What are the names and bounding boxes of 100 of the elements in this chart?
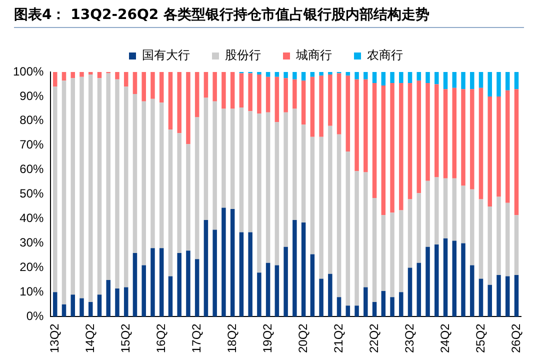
bar xyxy=(106,280,110,317)
bar xyxy=(328,126,332,274)
bar xyxy=(319,278,324,317)
bar xyxy=(132,72,138,94)
bar xyxy=(284,112,288,247)
bar xyxy=(124,86,128,288)
x-tick-label: 26Q2 xyxy=(508,323,523,354)
bar xyxy=(514,89,519,216)
bar xyxy=(319,76,324,137)
bar xyxy=(470,189,474,266)
bar xyxy=(443,178,448,238)
bar xyxy=(470,72,474,90)
bar xyxy=(257,74,262,114)
bar xyxy=(88,74,93,302)
bar xyxy=(177,253,182,317)
bar xyxy=(70,294,75,317)
bar xyxy=(257,272,262,317)
bar xyxy=(434,244,439,317)
bar xyxy=(488,96,492,207)
x-tick-label: 18Q2 xyxy=(224,323,239,354)
bar xyxy=(399,83,404,210)
bar xyxy=(399,72,404,84)
x-tick-label: 21Q2 xyxy=(331,323,346,354)
bar xyxy=(115,72,120,80)
bar xyxy=(142,72,146,102)
x-tick-label: 20Q2 xyxy=(296,323,310,354)
bar xyxy=(426,180,430,247)
bar xyxy=(426,72,430,84)
bar xyxy=(416,193,422,263)
x-tick-label: 23Q2 xyxy=(402,323,416,354)
bar xyxy=(274,265,280,317)
bar xyxy=(150,248,155,317)
bar xyxy=(80,72,84,77)
bar xyxy=(284,78,288,112)
bar xyxy=(97,72,102,78)
bar xyxy=(132,94,138,254)
bar xyxy=(222,208,226,317)
bar xyxy=(106,73,110,280)
bar xyxy=(364,287,368,317)
bar xyxy=(97,78,102,295)
y-tick-label: 50% xyxy=(20,186,44,201)
bar xyxy=(408,199,412,268)
bar xyxy=(328,74,332,126)
bar xyxy=(319,136,324,279)
y-tick-label: 30% xyxy=(20,236,44,250)
bar xyxy=(53,72,58,87)
bar xyxy=(150,72,155,99)
bar xyxy=(346,152,350,306)
bar xyxy=(505,202,510,276)
bar xyxy=(212,72,217,102)
bar xyxy=(488,72,492,96)
bar xyxy=(470,265,474,317)
bar xyxy=(310,136,315,254)
bar xyxy=(346,76,350,152)
bar xyxy=(354,79,359,172)
bar xyxy=(461,243,466,317)
bar xyxy=(310,76,315,137)
bar xyxy=(301,72,306,81)
bar xyxy=(390,72,394,84)
bar xyxy=(478,199,484,279)
bar xyxy=(124,287,128,317)
bar xyxy=(505,72,510,90)
bar xyxy=(194,72,200,118)
bar xyxy=(80,76,84,298)
bar xyxy=(470,89,474,190)
bar xyxy=(336,134,342,298)
bar xyxy=(488,284,492,317)
bar xyxy=(381,290,386,317)
bar xyxy=(443,72,448,90)
bar xyxy=(230,209,235,317)
bar xyxy=(461,89,466,186)
bar xyxy=(222,108,226,208)
y-tick-label: 60% xyxy=(20,162,44,176)
bar xyxy=(372,302,377,317)
bar xyxy=(381,72,386,86)
bar xyxy=(514,275,519,317)
bar xyxy=(132,253,138,317)
legend-label: 国有大行 xyxy=(142,48,190,62)
bar xyxy=(416,80,422,194)
bar xyxy=(346,306,350,317)
bar xyxy=(212,230,217,317)
bar xyxy=(364,172,368,288)
bar xyxy=(496,196,501,276)
bar xyxy=(266,72,270,77)
bar xyxy=(53,292,58,317)
y-tick-label: 100% xyxy=(12,64,44,78)
bar xyxy=(452,240,457,317)
bar xyxy=(292,108,297,220)
bar xyxy=(186,144,190,251)
bar xyxy=(274,76,280,122)
bar xyxy=(381,215,386,291)
bar xyxy=(364,72,368,80)
bar xyxy=(390,297,394,317)
bar xyxy=(310,72,315,77)
bar xyxy=(177,133,182,254)
bar xyxy=(336,73,342,134)
bar xyxy=(461,186,466,244)
bar xyxy=(390,212,394,298)
bar xyxy=(292,220,297,317)
bar xyxy=(496,72,501,96)
